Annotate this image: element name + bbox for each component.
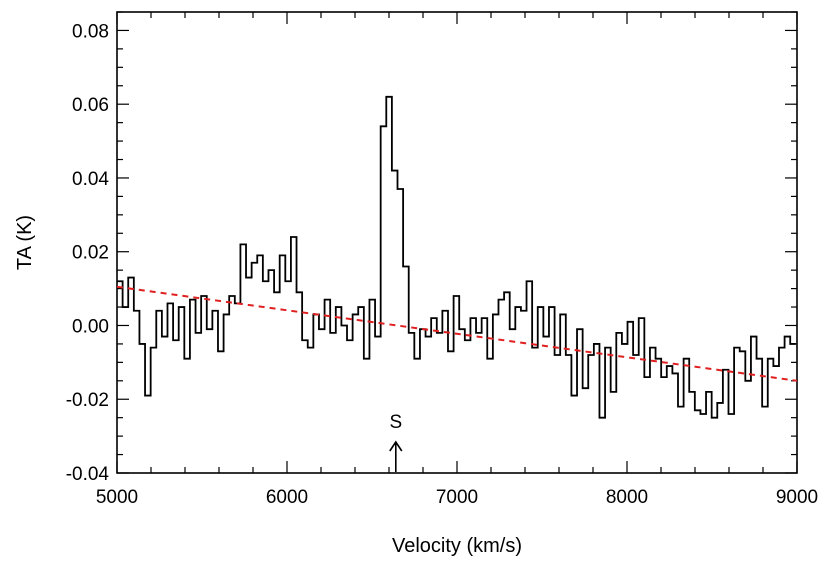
x-tick-label: 9000	[776, 487, 818, 508]
annotation-arrow-head	[389, 440, 403, 452]
x-tick-label: 5000	[96, 487, 138, 508]
y-tick-label: 0.06	[72, 95, 109, 116]
x-tick-label: 8000	[606, 487, 648, 508]
x-tick-label: 6000	[266, 487, 308, 508]
y-tick-label: -0.04	[66, 464, 110, 485]
x-tick-label: 7000	[436, 487, 478, 508]
y-tick-label: 0.02	[72, 243, 109, 264]
y-axis-label: TA (K)	[14, 215, 36, 270]
annotation-label: S	[389, 412, 402, 433]
spectrum-line	[117, 95, 796, 419]
y-tick-label: 0.04	[72, 169, 109, 190]
x-axis-label: Velocity (km/s)	[392, 535, 522, 557]
y-tick-label: 0.08	[72, 21, 109, 42]
y-tick-label: -0.02	[66, 390, 109, 411]
plot-area: 5000 6000 7000 8000 9000 -0.04 -0.02 0.00 0.02 0.…	[14, 11, 818, 557]
y-tick-label: 0.00	[72, 316, 109, 337]
baseline-fit-line	[117, 285, 797, 382]
